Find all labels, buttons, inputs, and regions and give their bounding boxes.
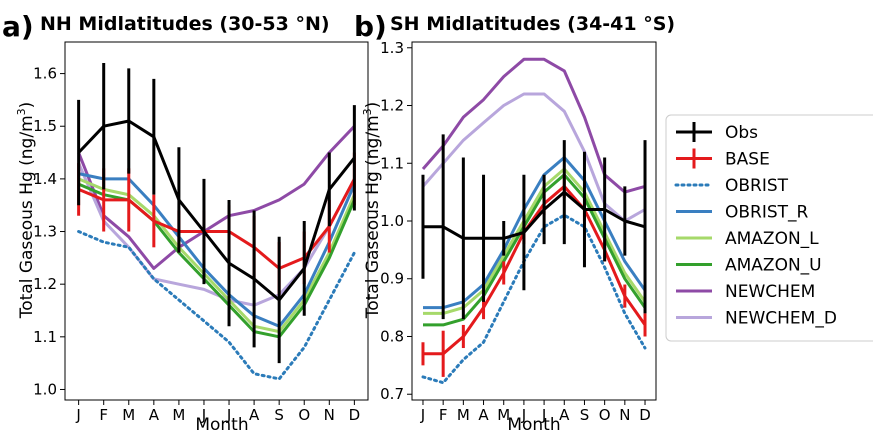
- panel-b: b) SH Midlatitudes (34-41 °S) Month Tota…: [354, 10, 675, 435]
- series-line-obrist: [421, 213, 647, 385]
- xtick-label: O: [298, 406, 310, 424]
- legend-label-amazon-l: AMAZON_L: [725, 229, 819, 249]
- ytick-label: 1.6: [33, 65, 57, 83]
- ytick-label: 1.1: [380, 154, 404, 172]
- ytick-label: 1.3: [380, 39, 404, 57]
- series-line-newchem-d: [421, 92, 646, 223]
- xtick-label: M: [172, 406, 185, 424]
- legend-label-newchem-d: NEWCHEM_D: [725, 309, 837, 329]
- ytick-label: 0.7: [380, 385, 404, 403]
- xtick-label: S: [274, 406, 284, 424]
- panel-a: a) NH Midlatitudes (30-53 °N) Month Tota…: [2, 10, 369, 435]
- legend-label-newchem: NEWCHEM: [725, 282, 815, 302]
- ytick-label: 1.2: [33, 275, 57, 293]
- legend-label-base: BASE: [725, 150, 770, 170]
- xtick-label: J: [541, 406, 546, 424]
- series-line-obrist-r: [423, 156, 647, 310]
- ytick-label: 1.0: [33, 380, 57, 398]
- ytick-label: 1.0: [380, 212, 404, 230]
- xtick-label: F: [99, 406, 108, 424]
- panel-a-frame: [64, 41, 369, 401]
- xtick-label: J: [75, 406, 80, 424]
- xtick-label: A: [559, 406, 570, 424]
- panel-b-title: SH Midlatitudes (34-41 °S): [390, 13, 675, 35]
- xtick-label: A: [249, 406, 260, 424]
- legend-label-amazon-u: AMAZON_U: [725, 256, 822, 276]
- panel-a-ylabel: Total Gaseous Hg (ng/m3): [15, 102, 37, 320]
- legend: Obs BASE OBRIST OBRIST_R AMAZON_L AMAZON_U NEW…: [665, 114, 873, 342]
- panel-a-letter: a): [2, 10, 34, 43]
- panel-a-plot: [77, 63, 356, 381]
- panel-a-yticks: 1.0 1.1 1.2 1.3 1.4 1.5 1.6: [33, 65, 65, 398]
- ytick-label: 1.4: [33, 170, 57, 188]
- legend-label-obrist: OBRIST: [725, 176, 789, 196]
- panel-b-letter: b): [354, 10, 387, 43]
- xtick-label: A: [149, 406, 160, 424]
- panel-a-xlabel: Month: [195, 415, 248, 435]
- xtick-label: J: [521, 406, 526, 424]
- ytick-label: 1.5: [33, 117, 57, 135]
- series-line-amazon-l: [78, 177, 356, 334]
- series-line-amazon-l: [423, 167, 647, 315]
- xtick-label: M: [497, 406, 510, 424]
- xtick-label: N: [324, 406, 335, 424]
- panel-b-xlabel: Month: [507, 415, 560, 435]
- panel-b-plot: [421, 57, 647, 385]
- xtick-label: J: [201, 406, 206, 424]
- ytick-label: 1.1: [33, 328, 57, 346]
- xtick-label: O: [599, 406, 611, 424]
- legend-box: [665, 114, 873, 342]
- xtick-label: F: [439, 406, 448, 424]
- panel-a-title: NH Midlatitudes (30-53 °N): [40, 13, 330, 35]
- series-line-amazon-u: [423, 173, 647, 327]
- xtick-label: N: [619, 406, 630, 424]
- series-line-newchem: [421, 57, 646, 194]
- series-line-newchem-d: [77, 162, 356, 307]
- ytick-label: 0.8: [380, 327, 404, 345]
- ytick-label: 1.3: [33, 223, 57, 241]
- legend-entries: Obs BASE OBRIST OBRIST_R AMAZON_L AMAZON_U NEW…: [674, 122, 837, 329]
- panel-b-ylabel: Total Gaseous Hg (ng/m3): [361, 102, 383, 320]
- series-line-amazon-u: [78, 182, 356, 339]
- legend-label-obrist-r: OBRIST_R: [725, 203, 809, 223]
- series-line-base: [423, 184, 647, 356]
- panel-b-yticks: 0.7 0.8 0.9 1.0 1.1 1.2 1.3: [380, 39, 412, 403]
- xtick-label: D: [639, 406, 651, 424]
- xtick-label: M: [457, 406, 470, 424]
- ytick-label: 1.2: [380, 97, 404, 115]
- series-line-obs: [423, 190, 646, 240]
- series-line-obs: [77, 119, 356, 302]
- series-line-newchem: [77, 125, 356, 270]
- xtick-label: D: [349, 406, 361, 424]
- xtick-label: M: [122, 406, 135, 424]
- xtick-label: S: [580, 406, 590, 424]
- ytick-label: 0.9: [380, 270, 404, 288]
- legend-label-obs: Obs: [725, 123, 758, 143]
- series-line-obrist: [77, 230, 356, 381]
- series-line-obrist-r: [78, 172, 356, 328]
- panel-b-frame: [411, 41, 657, 401]
- xtick-label: J: [226, 406, 231, 424]
- xtick-label: J: [420, 406, 425, 424]
- xtick-label: A: [478, 406, 489, 424]
